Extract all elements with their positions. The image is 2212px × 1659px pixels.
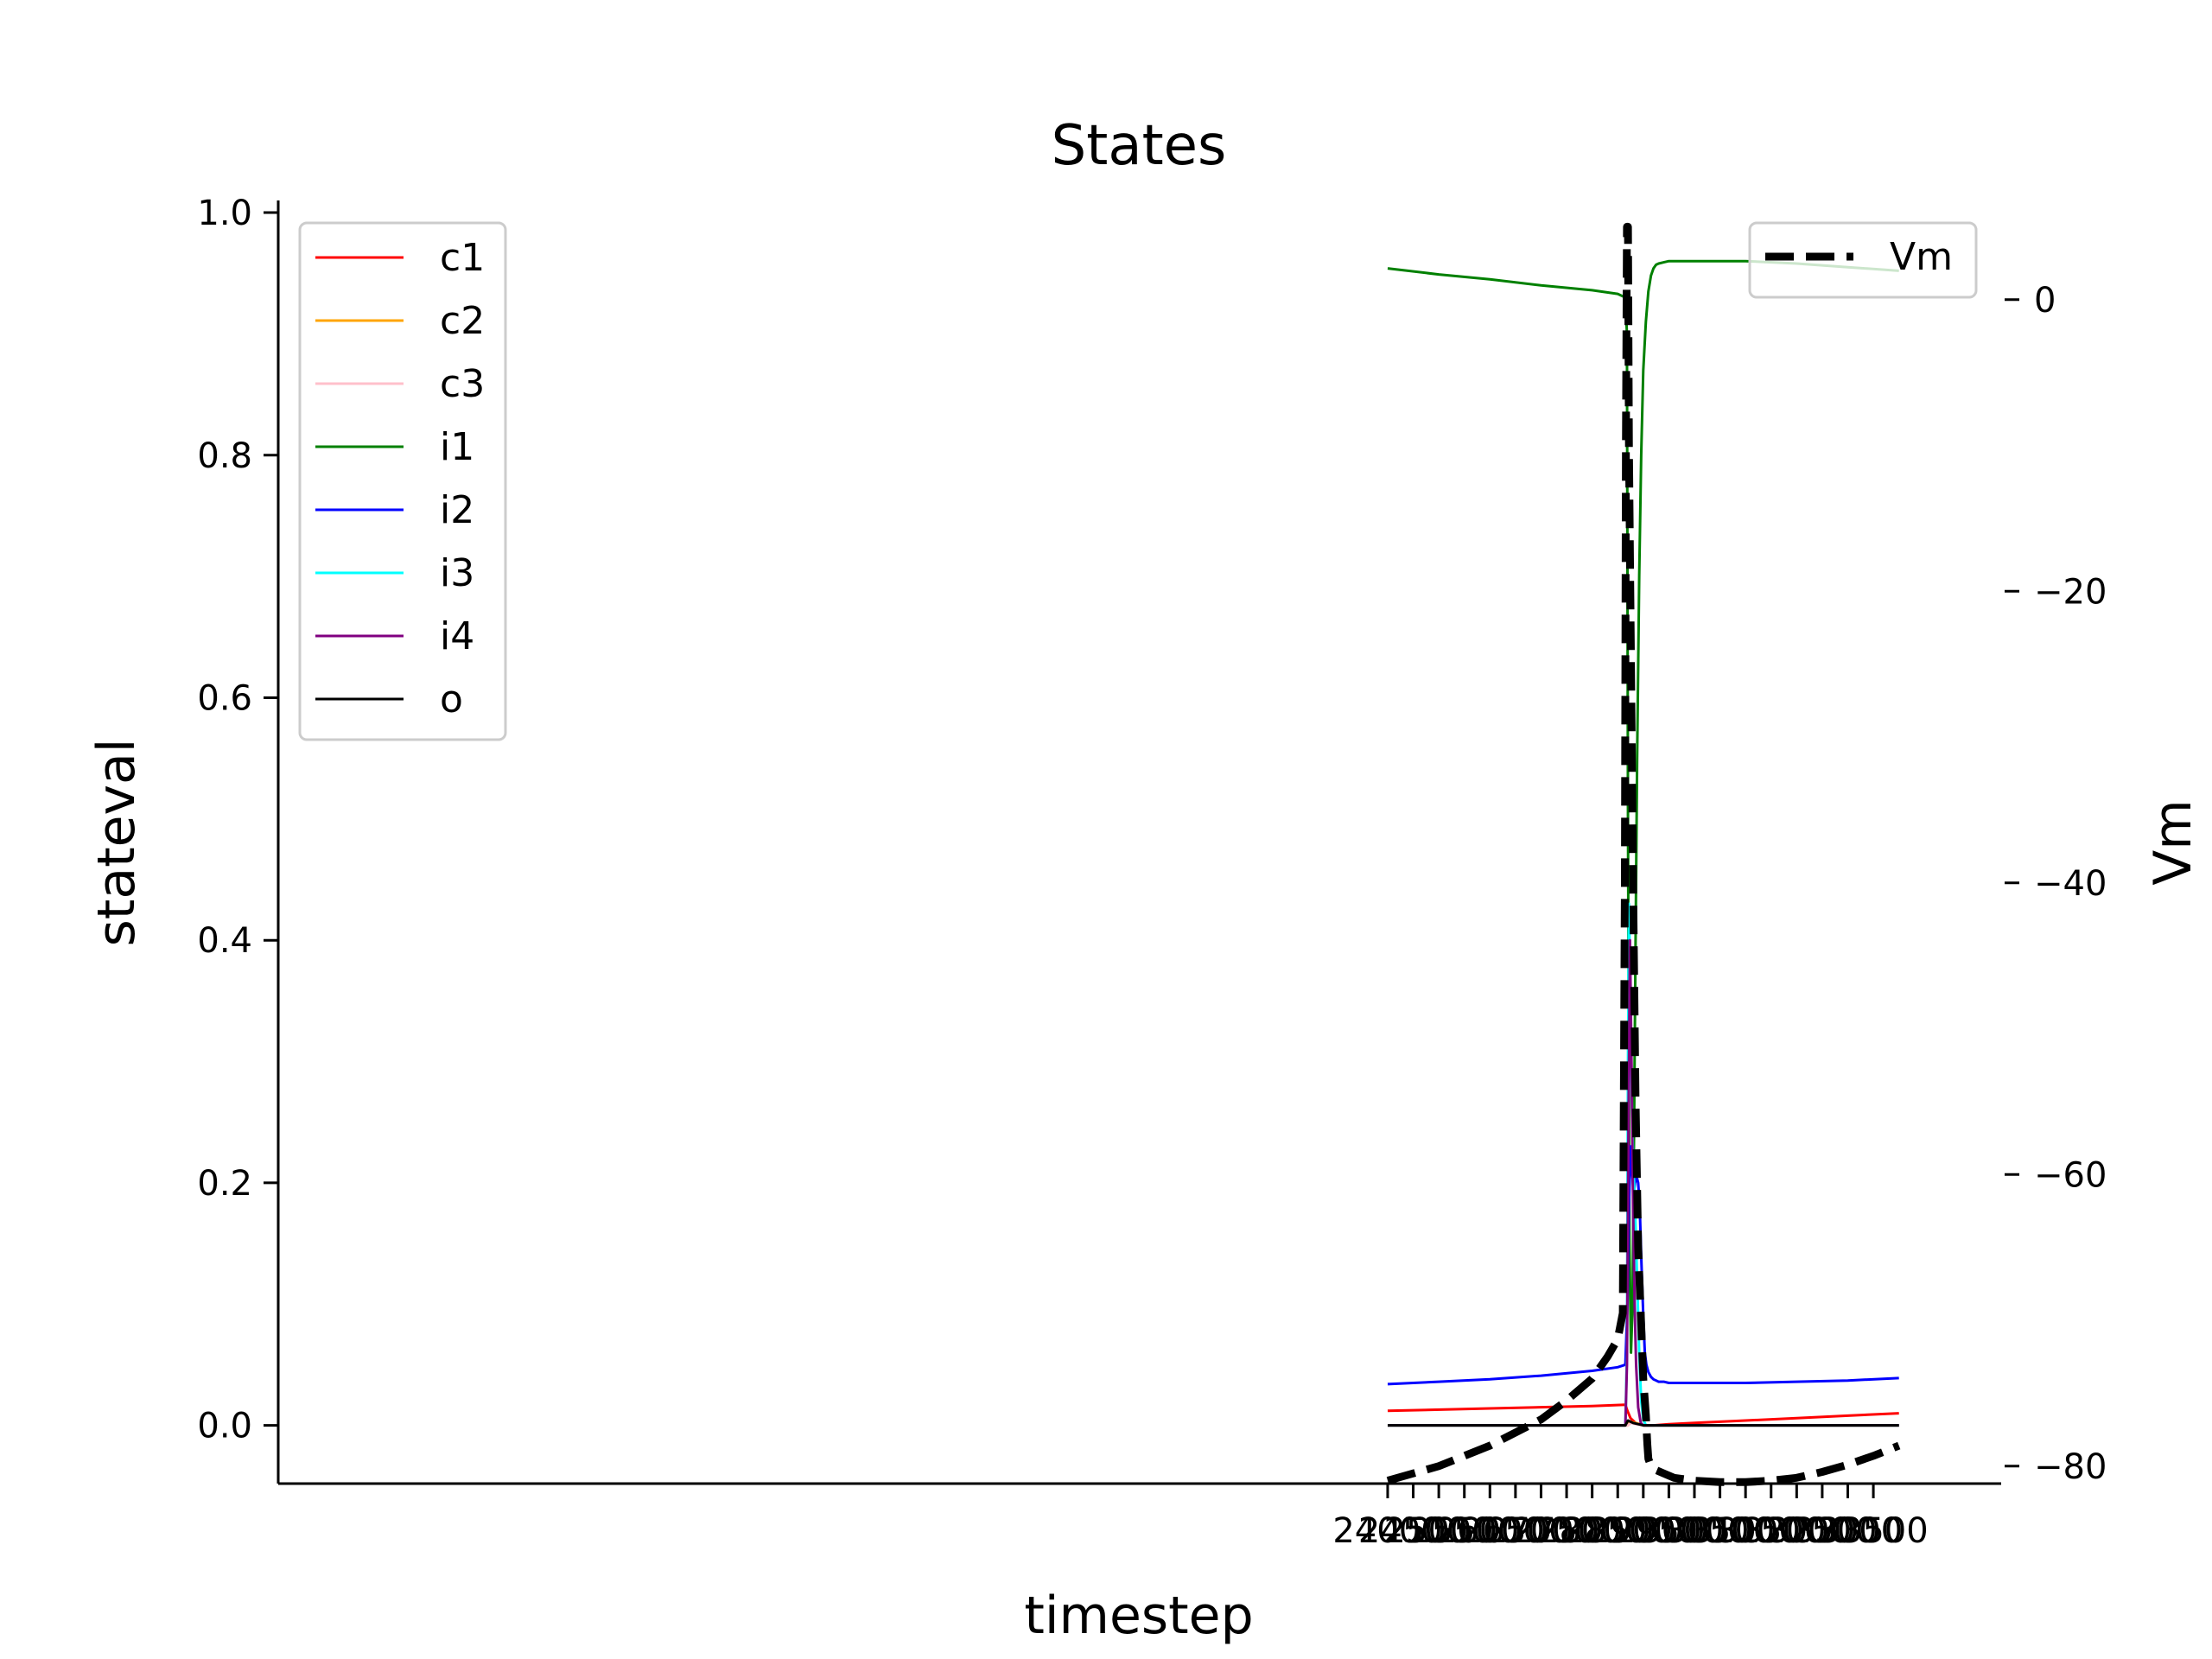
legend-entry-o: o (440, 677, 463, 721)
y-tick-label: 0.8 (197, 436, 252, 476)
y-tick-label: 0.0 (197, 1407, 252, 1446)
y2-tick-label: −60 (2034, 1155, 2107, 1195)
axes: 2400024500250002550026000265002700027500… (197, 194, 2107, 1551)
x-tick-label: 24000 (1332, 1511, 1442, 1551)
x-tick-label: 31000 (1691, 1511, 1801, 1551)
y2-axis-label: Vm (2143, 799, 2203, 886)
x-tick-label: 27500 (1511, 1511, 1621, 1551)
x-tick-label: 25500 (1409, 1511, 1519, 1551)
x-tick-label: 28500 (1563, 1511, 1673, 1551)
x-tick-label: 29500 (1614, 1511, 1724, 1551)
legend-box (1748, 221, 1978, 299)
y-tick-label: 0.2 (197, 1164, 252, 1204)
y-axis-label: stateval (86, 739, 147, 947)
series-i1-line (1387, 259, 1899, 1354)
x-tick-label: 28000 (1537, 1511, 1647, 1551)
legend-entry-c2: c2 (440, 299, 485, 343)
y2-tick-label: −40 (2034, 864, 2107, 904)
x-tick-label: 32500 (1767, 1511, 1877, 1551)
x-axis-label: timestep (1024, 1586, 1253, 1646)
y-tick-label: 0.6 (197, 678, 252, 718)
legend-entry-i3: i3 (440, 551, 474, 595)
x-tick-label: 24500 (1358, 1511, 1468, 1551)
plot-area (1386, 222, 1901, 1486)
legend-entry-Vm: Vm (1890, 235, 1953, 279)
y2-tick-label: 0 (2034, 281, 2056, 321)
chart-title: States (1052, 114, 1227, 178)
x-tick-label: 31500 (1716, 1511, 1826, 1551)
y2-tick-label: −20 (2034, 572, 2107, 612)
legend-entry-c1: c1 (440, 236, 485, 280)
series-o-line (1388, 1419, 1899, 1427)
legend-entry-i2: i2 (440, 488, 474, 532)
series-i4-line (1388, 938, 1899, 1427)
x-tick-label: 32000 (1742, 1511, 1852, 1551)
x-tick-label: 26500 (1460, 1511, 1570, 1551)
x-tick-label: 30500 (1665, 1511, 1775, 1551)
legend-entry-i1: i1 (440, 425, 474, 469)
x-tick-label: 33000 (1793, 1511, 1903, 1551)
series-i2-line (1387, 1145, 1899, 1386)
legend-box (298, 221, 507, 741)
x-tick-label: 29000 (1588, 1511, 1698, 1551)
x-tick-label: 27000 (1486, 1511, 1596, 1551)
legend-vm: Vm (1748, 221, 1978, 299)
y-tick-label: 0.4 (197, 921, 252, 961)
x-tick-label: 25000 (1384, 1511, 1494, 1551)
legend-entry-i4: i4 (440, 614, 474, 658)
legend-states: c1 c2 c3 i1 i2 i3 i4 o (298, 221, 507, 741)
series-Vm-line (1386, 222, 1901, 1486)
x-tick-label: 33500 (1818, 1511, 1928, 1551)
y2-tick-label: −80 (2034, 1447, 2107, 1487)
y-tick-label: 1.0 (197, 194, 252, 233)
x-tick-label: 26000 (1435, 1511, 1545, 1551)
legend-entry-c3: c3 (440, 362, 485, 406)
x-tick-label: 30000 (1639, 1511, 1749, 1551)
